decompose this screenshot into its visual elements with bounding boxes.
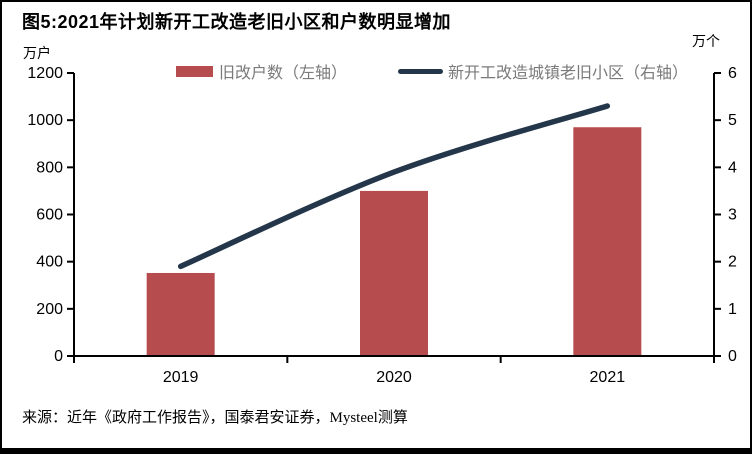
page-title: 图5:2021年计划新开工改造老旧小区和户数明显增加 [22,12,452,32]
right-axis-unit-label: 万个 [692,33,720,49]
left-axis-tick-label: 200 [36,301,63,318]
right-axis-tick-label: 6 [728,65,737,82]
left-axis-tick-label: 1200 [27,65,63,82]
right-axis-tick-label: 0 [728,348,737,365]
line-swatch-icon [398,68,443,74]
right-axis-tick-label: 3 [728,207,737,224]
left-axis-tick-label: 600 [36,207,63,224]
legend-label-line-series: 新开工改造城镇老旧小区（右轴） [448,65,689,82]
x-category-label: 2020 [376,369,412,386]
legend-label-bar-series: 旧改户数（左轴） [219,65,348,82]
left-axis-tick-label: 400 [36,254,63,271]
trend-line [177,103,611,270]
right-axis-tick-label: 4 [728,159,737,176]
legend-item-bar-series: 旧改户数（左轴） [176,60,347,82]
x-category-label: 2021 [590,369,626,386]
left-axis-unit-label: 万户 [23,45,51,61]
left-axis-tick-label: 0 [54,348,63,365]
legend-item-line-series: 新开工改造城镇老旧小区（右轴） [398,60,688,82]
right-axis-tick-label: 1 [728,301,737,318]
bar-2019 [146,272,215,356]
bar-swatch-icon [176,65,213,77]
left-axis-tick-label: 800 [36,159,63,176]
bar-2021 [573,127,642,356]
bar-2020 [360,190,428,356]
source-note: 来源：近年《政府工作报告》，国泰君安证券，Mysteel测算 [22,410,408,426]
x-category-label: 2019 [163,369,199,386]
left-axis-tick-label: 1000 [27,112,63,129]
right-axis-tick-label: 5 [728,112,737,129]
right-axis-tick-label: 2 [728,254,737,271]
